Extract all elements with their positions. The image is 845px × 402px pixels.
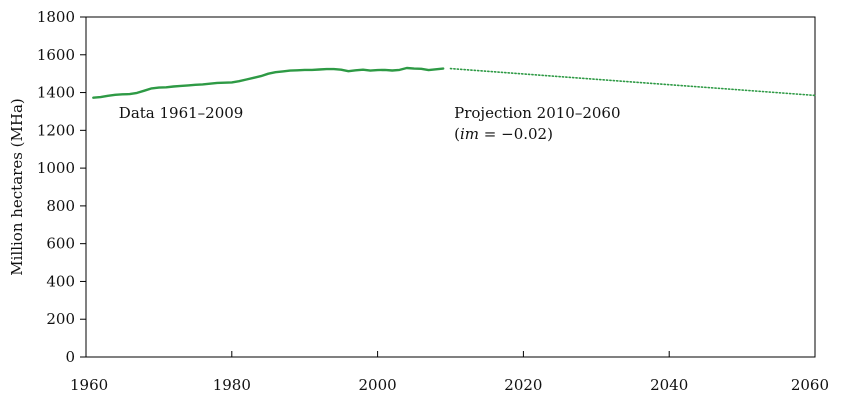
y-tick-label: 1400 — [37, 84, 75, 102]
x-axis: 1960 1980 2000 2020 2040 2060 — [70, 351, 829, 394]
x-tick-label: 2000 — [359, 376, 397, 394]
y-tick-label: 400 — [46, 272, 75, 290]
x-tick-label: 1960 — [70, 376, 108, 394]
y-tick-label: 600 — [46, 235, 75, 253]
annotation-label: Projection 2010–2060 — [454, 104, 620, 122]
annotation-layer: Data 1961–2009 Projection 2010–2060 (im = … — [119, 104, 621, 143]
projection-line — [449, 67, 816, 97]
y-axis: 0 200 400 600 800 1000 1200 1400 1600 1800 — [37, 8, 86, 366]
y-tick-label: 1600 — [37, 46, 75, 64]
x-tick-label: 2040 — [650, 376, 688, 394]
y-tick-label: 1200 — [37, 121, 75, 139]
y-tick-label: 1800 — [37, 8, 75, 26]
data-line — [92, 66, 445, 99]
annotation-label: Data 1961–2009 — [119, 104, 244, 122]
x-tick-label: 2020 — [504, 376, 542, 394]
x-tick-label: 2060 — [791, 376, 829, 394]
y-tick-label: 0 — [65, 348, 75, 366]
y-axis-title: Million hectares (MHa) — [8, 98, 26, 276]
y-tick-label: 800 — [46, 197, 75, 215]
series-layer — [92, 66, 816, 99]
x-tick-label: 1980 — [213, 376, 251, 394]
y-tick-label: 200 — [46, 310, 75, 328]
plot-area-frame — [85, 16, 816, 358]
y-tick-label: 1000 — [37, 159, 75, 177]
annotation-label: (im = −0.02) — [454, 125, 553, 143]
